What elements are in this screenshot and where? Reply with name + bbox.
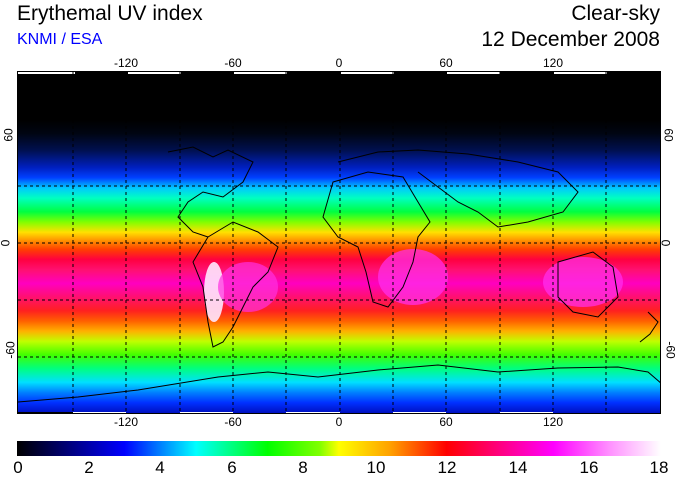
colorbar-tick: 14 <box>508 458 528 477</box>
colorbar-tick: 8 <box>298 458 308 477</box>
lon-tick-top: -60 <box>224 56 242 70</box>
lat-tick-right: -60 <box>663 341 678 359</box>
south-america-hotspot <box>218 262 278 312</box>
lon-tick-bottom: -120 <box>113 415 139 429</box>
lon-tick-top: 120 <box>542 56 564 70</box>
north-america-coast <box>167 146 254 238</box>
lat-tick-right: 0 <box>658 239 673 247</box>
colorbar-tick: 2 <box>84 458 94 477</box>
source-label: KNMI / ESA <box>17 31 103 48</box>
lon-tick-bottom: 60 <box>439 415 453 429</box>
colorbar-tick: 16 <box>579 458 599 477</box>
lat-tick-left: 60 <box>1 128 16 142</box>
andes-hotspot <box>204 262 224 322</box>
uv-index-map <box>17 71 661 414</box>
colorbar-tick: 12 <box>437 458 457 477</box>
africa-coast <box>322 171 431 308</box>
lon-tick-bottom: -60 <box>224 415 242 429</box>
colorbar-tick: 18 <box>649 458 669 477</box>
graticule <box>18 72 660 413</box>
coastlines <box>18 146 660 403</box>
bottom-axis-bars <box>18 412 553 413</box>
lat-tick-left: -60 <box>3 341 18 359</box>
colorbar-tick: 0 <box>13 458 23 477</box>
condition-label: Clear-sky <box>571 2 660 25</box>
colorbar-tick: 10 <box>366 458 386 477</box>
antarctica-coast <box>18 364 660 403</box>
lon-tick-bottom: 120 <box>542 415 564 429</box>
lon-tick-top: 60 <box>439 56 453 70</box>
lat-tick-left: 0 <box>0 240 12 247</box>
africa-hotspot <box>378 249 448 305</box>
eurasia-coast <box>337 149 579 228</box>
lon-tick-top: -120 <box>113 56 139 70</box>
colorbar-tick: 4 <box>155 458 165 477</box>
lon-tick-bottom: 0 <box>335 415 343 429</box>
lat-tick-right: 60 <box>661 128 676 142</box>
australia-hotspot <box>543 257 623 307</box>
map-title: Erythemal UV index <box>17 2 203 25</box>
date-label: 12 December 2008 <box>481 28 660 51</box>
south-america-coast <box>192 221 279 348</box>
uv-colorbar <box>17 441 661 456</box>
top-axis-bars <box>18 72 607 74</box>
new-zealand-coast <box>639 311 659 343</box>
lon-tick-top: 0 <box>335 56 343 70</box>
australia-coast <box>557 251 619 318</box>
colorbar-tick: 6 <box>227 458 237 477</box>
map-overlay <box>18 72 660 413</box>
